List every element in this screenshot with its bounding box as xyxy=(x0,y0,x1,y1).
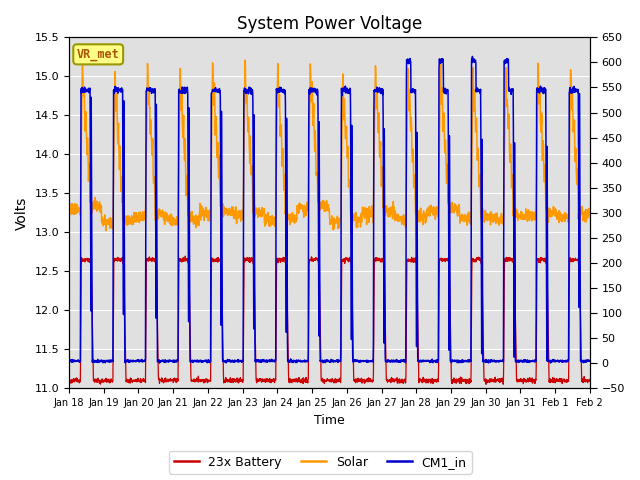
CM1_in xyxy=(156,360,163,366)
Line: Solar: Solar xyxy=(69,58,590,231)
CM1_in xyxy=(486,360,494,365)
23x Battery xyxy=(230,377,237,383)
Solar xyxy=(586,211,594,217)
Title: System Power Voltage: System Power Voltage xyxy=(237,15,422,33)
CM1_in xyxy=(230,358,237,364)
Solar xyxy=(486,210,494,216)
23x Battery xyxy=(482,382,490,387)
Line: 23x Battery: 23x Battery xyxy=(69,256,590,384)
23x Battery xyxy=(65,376,73,382)
CM1_in xyxy=(468,54,476,60)
23x Battery xyxy=(361,378,369,384)
Solar xyxy=(118,179,125,184)
Solar xyxy=(579,214,587,219)
Solar xyxy=(230,214,237,220)
CM1_in xyxy=(586,358,594,364)
23x Battery xyxy=(516,376,524,382)
Solar xyxy=(102,228,109,234)
X-axis label: Time: Time xyxy=(314,414,345,427)
23x Battery xyxy=(181,253,189,259)
CM1_in xyxy=(117,86,125,92)
Solar xyxy=(79,55,86,60)
CM1_in xyxy=(65,358,73,364)
23x Battery xyxy=(486,378,494,384)
Solar xyxy=(516,212,524,218)
CM1_in xyxy=(361,358,369,364)
CM1_in xyxy=(516,358,524,363)
Solar xyxy=(361,205,369,211)
Text: VR_met: VR_met xyxy=(77,48,120,61)
23x Battery xyxy=(117,258,125,264)
Y-axis label: Volts: Volts xyxy=(15,196,29,229)
Line: CM1_in: CM1_in xyxy=(69,57,590,363)
Solar xyxy=(65,206,73,212)
CM1_in xyxy=(579,359,587,365)
23x Battery xyxy=(586,377,594,383)
Legend: 23x Battery, Solar, CM1_in: 23x Battery, Solar, CM1_in xyxy=(168,451,472,474)
23x Battery xyxy=(579,376,587,382)
